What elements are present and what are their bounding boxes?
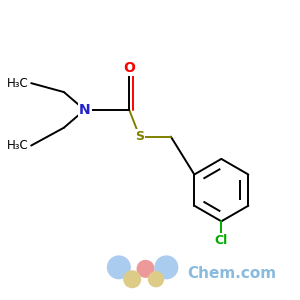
Text: N: N — [79, 103, 91, 117]
Text: O: O — [123, 61, 135, 75]
Text: H₃C: H₃C — [7, 139, 28, 152]
Circle shape — [124, 271, 140, 288]
Circle shape — [155, 256, 178, 279]
Text: H₃C: H₃C — [7, 77, 28, 90]
Text: S: S — [135, 130, 144, 143]
Circle shape — [107, 256, 130, 279]
Text: Chem.com: Chem.com — [187, 266, 276, 281]
Text: Cl: Cl — [215, 233, 228, 247]
Circle shape — [137, 260, 154, 277]
Circle shape — [148, 272, 164, 287]
